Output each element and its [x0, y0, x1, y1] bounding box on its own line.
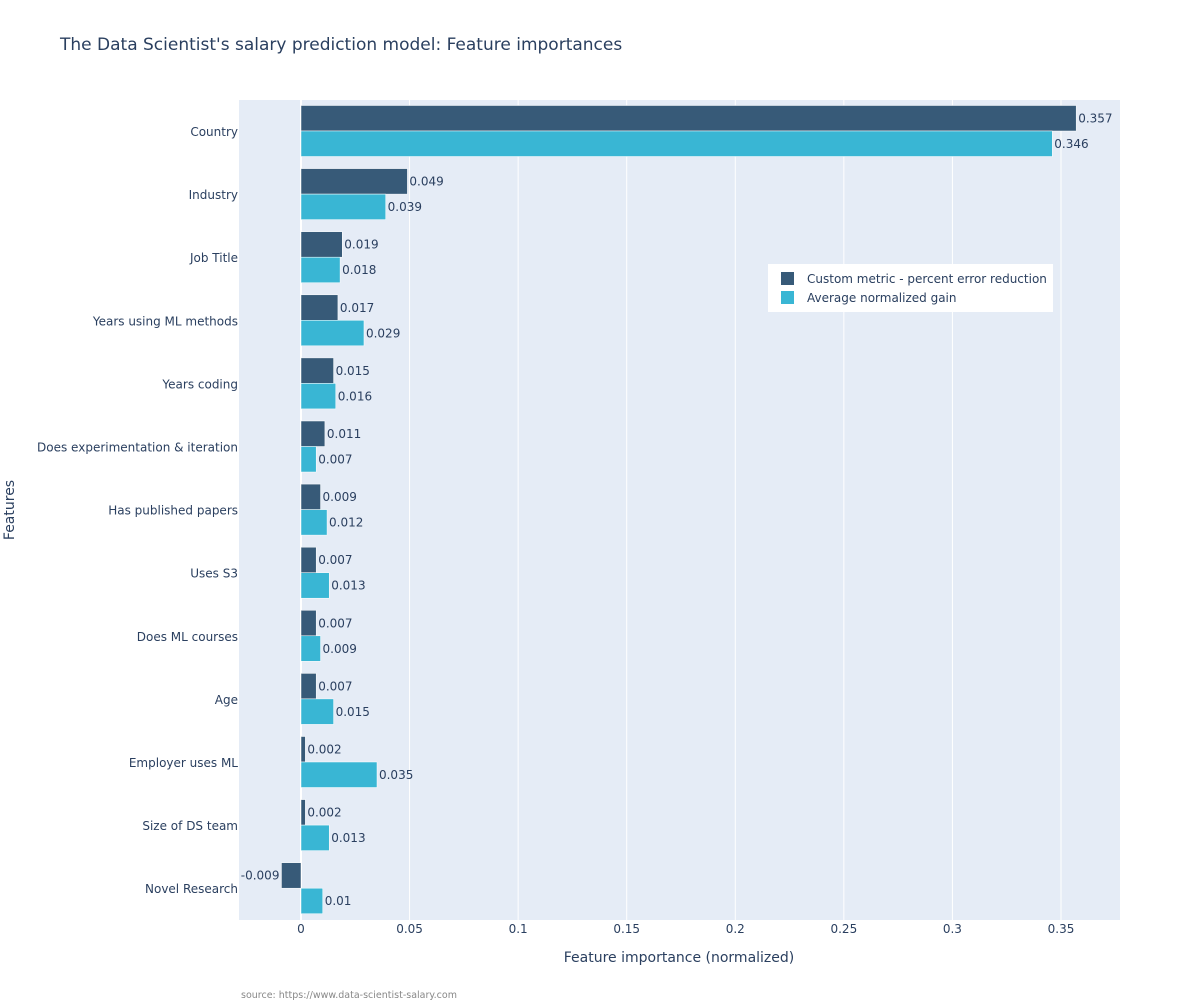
y-tick-label: Novel Research: [145, 882, 238, 896]
bar-custom-metric[interactable]: [300, 673, 317, 700]
x-tick-label: 0.1: [509, 922, 528, 936]
y-tick-label: Uses S3: [190, 567, 238, 581]
y-tick-label: Has published papers: [108, 504, 238, 518]
data-label: 0.002: [307, 743, 341, 757]
legend-swatch-custom-metric[interactable]: [781, 272, 794, 285]
data-label: 0.009: [323, 642, 357, 656]
data-label: 0.357: [1078, 112, 1112, 126]
data-label: 0.009: [323, 490, 357, 504]
y-tick-label: Age: [215, 693, 238, 707]
data-label: 0.017: [340, 301, 374, 315]
data-label: 0.029: [366, 326, 400, 340]
x-tick-label: 0: [297, 922, 305, 936]
bar-custom-metric[interactable]: [300, 420, 326, 447]
y-tick-label: Employer uses ML: [129, 756, 238, 770]
bar-custom-metric[interactable]: [300, 105, 1077, 132]
bar-average-gain[interactable]: [300, 320, 365, 347]
x-tick-label: 0.05: [396, 922, 423, 936]
y-tick-label: Size of DS team: [142, 819, 238, 833]
data-label: 0.346: [1054, 137, 1088, 151]
data-label: 0.013: [331, 579, 365, 593]
data-label: 0.011: [327, 427, 361, 441]
data-label: 0.035: [379, 768, 413, 782]
x-axis-label: Feature importance (normalized): [564, 950, 795, 966]
bar-average-gain[interactable]: [300, 635, 321, 662]
bar-custom-metric[interactable]: [300, 294, 339, 321]
data-label: 0.018: [342, 263, 376, 277]
bar-average-gain[interactable]: [300, 130, 1053, 157]
legend-swatch-average-gain[interactable]: [781, 291, 794, 304]
data-label: 0.016: [338, 389, 372, 403]
data-label: 0.007: [318, 553, 352, 567]
bar-average-gain[interactable]: [300, 887, 323, 914]
bar-custom-metric[interactable]: [300, 799, 306, 826]
bar-average-gain[interactable]: [300, 698, 334, 725]
bar-custom-metric[interactable]: [300, 168, 408, 195]
bar-average-gain[interactable]: [300, 572, 330, 599]
bar-custom-metric[interactable]: [300, 736, 306, 763]
y-tick-label: Does experimentation & iteration: [37, 441, 238, 455]
data-label: 0.019: [344, 238, 378, 252]
bar-custom-metric[interactable]: [300, 357, 334, 384]
bar-custom-metric[interactable]: [300, 483, 321, 510]
data-label: 0.007: [318, 616, 352, 630]
legend-box: [768, 264, 1053, 312]
x-tick-label: 0.2: [726, 922, 745, 936]
data-label: 0.039: [388, 200, 422, 214]
x-tick-label: 0.15: [613, 922, 640, 936]
data-label: 0.007: [318, 453, 352, 467]
data-label: -0.009: [241, 869, 280, 883]
legend-label-custom-metric[interactable]: Custom metric - percent error reduction: [807, 272, 1047, 286]
data-label: 0.01: [325, 894, 352, 908]
data-label: 0.002: [307, 806, 341, 820]
x-tick-label: 0.25: [830, 922, 857, 936]
y-tick-label: Country: [190, 125, 238, 139]
bar-custom-metric[interactable]: [300, 610, 317, 637]
data-label: 0.015: [336, 705, 370, 719]
bar-average-gain[interactable]: [300, 509, 328, 536]
y-tick-label: Years using ML methods: [92, 314, 238, 328]
x-tick-label: 0.3: [943, 922, 962, 936]
chart-title: The Data Scientist's salary prediction m…: [59, 35, 622, 55]
data-label: 0.007: [318, 679, 352, 693]
data-label: 0.015: [336, 364, 370, 378]
bar-custom-metric[interactable]: [300, 231, 343, 258]
legend: Custom metric - percent error reduction …: [768, 264, 1053, 312]
y-tick-label: Industry: [189, 188, 238, 202]
y-tick-label: Job Title: [189, 251, 238, 265]
bar-average-gain[interactable]: [300, 761, 378, 788]
data-label: 0.013: [331, 831, 365, 845]
y-tick-label: Does ML courses: [137, 630, 238, 644]
bar-custom-metric[interactable]: [281, 862, 302, 889]
y-tick-label: Years coding: [161, 377, 238, 391]
source-note: source: https://www.data-scientist-salar…: [241, 990, 457, 1000]
bar-average-gain[interactable]: [300, 383, 336, 410]
legend-label-average-gain[interactable]: Average normalized gain: [807, 291, 957, 305]
plot-area: [239, 100, 1120, 920]
bar-average-gain[interactable]: [300, 193, 386, 220]
bar-average-gain[interactable]: [300, 824, 330, 851]
data-label: 0.049: [409, 175, 443, 189]
bar-average-gain[interactable]: [300, 446, 317, 473]
y-axis-label: Features: [2, 480, 18, 540]
x-tick-label: 0.35: [1048, 922, 1075, 936]
bar-average-gain[interactable]: [300, 256, 341, 283]
data-label: 0.012: [329, 516, 363, 530]
bar-custom-metric[interactable]: [300, 546, 317, 573]
